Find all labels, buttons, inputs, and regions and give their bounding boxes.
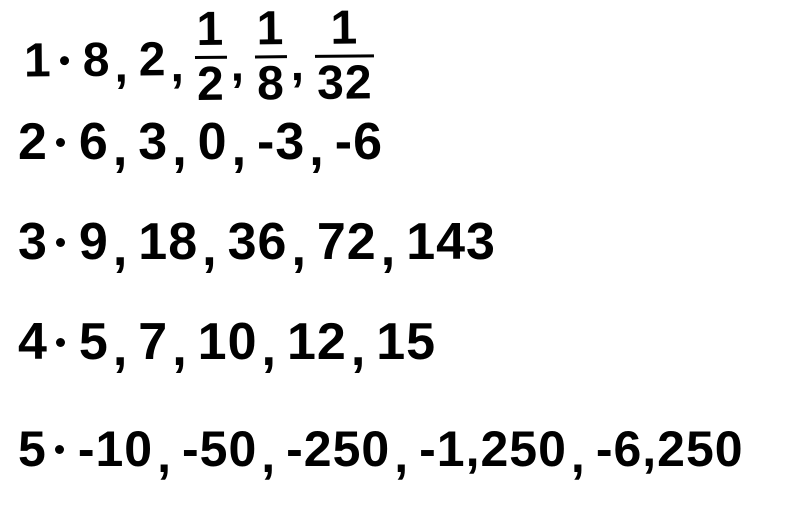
period-dot bbox=[55, 445, 64, 454]
problem-line-4: 4 5 , 7 , 10 , 12 , 15 bbox=[18, 312, 795, 372]
separator: , bbox=[114, 39, 129, 94]
separator: , bbox=[381, 218, 396, 278]
term: -3 bbox=[257, 112, 305, 172]
separator: , bbox=[290, 37, 305, 92]
fraction-numerator: 1 bbox=[328, 5, 360, 55]
term: 6 bbox=[79, 112, 109, 172]
period-dot bbox=[56, 138, 65, 147]
term: 36 bbox=[228, 212, 288, 272]
fraction-denominator: 8 bbox=[255, 58, 287, 108]
separator: , bbox=[309, 118, 324, 178]
separator: , bbox=[113, 318, 128, 378]
term: 10 bbox=[198, 312, 258, 372]
fraction-numerator: 1 bbox=[254, 5, 286, 55]
separator: , bbox=[170, 38, 185, 93]
separator: , bbox=[113, 218, 128, 278]
line-index: 5 bbox=[18, 420, 47, 478]
term: 72 bbox=[317, 212, 377, 272]
term: 1 32 bbox=[314, 6, 374, 110]
term: 18 bbox=[138, 212, 198, 272]
fraction: 1 32 bbox=[314, 4, 374, 108]
term: 8 bbox=[82, 33, 110, 88]
term: 9 bbox=[79, 212, 109, 272]
separator: , bbox=[261, 426, 276, 484]
sequence: -10 , -50 , -250 , -1,250 , -6,250 bbox=[78, 420, 744, 478]
line-index: 4 bbox=[18, 312, 48, 372]
fraction: 1 8 bbox=[254, 5, 287, 108]
separator: , bbox=[202, 218, 217, 278]
separator: , bbox=[113, 118, 128, 178]
term: 0 bbox=[198, 112, 228, 172]
term: 7 bbox=[138, 312, 168, 372]
term: -10 bbox=[78, 420, 153, 478]
line-index: 3 bbox=[18, 212, 48, 272]
fraction: 1 2 bbox=[194, 6, 227, 109]
term: 143 bbox=[406, 212, 496, 272]
term: -6 bbox=[335, 112, 383, 172]
term: 12 bbox=[287, 312, 347, 372]
term: 15 bbox=[376, 312, 436, 372]
problem-line-1: 1 8 , 2 , 1 2 , 1 8 , 1 32 bbox=[24, 3, 795, 113]
problem-line-2: 2 6 , 3 , 0 , -3 , -6 bbox=[18, 112, 795, 172]
sequence: 5 , 7 , 10 , 12 , 15 bbox=[79, 312, 436, 372]
separator: , bbox=[172, 118, 187, 178]
term: -50 bbox=[182, 420, 257, 478]
fraction-denominator: 32 bbox=[315, 57, 375, 108]
separator: , bbox=[172, 318, 187, 378]
period-dot bbox=[56, 238, 65, 247]
term: -6,250 bbox=[596, 420, 744, 478]
sequence: 6 , 3 , 0 , -3 , -6 bbox=[79, 112, 383, 172]
line-index: 2 bbox=[18, 112, 48, 172]
term: 1 8 bbox=[254, 7, 287, 110]
fraction-numerator: 1 bbox=[194, 6, 226, 56]
term: 2 bbox=[139, 32, 167, 87]
term: -250 bbox=[286, 420, 390, 478]
problem-line-5: 5 -10 , -50 , -250 , -1,250 , -6,250 bbox=[18, 420, 795, 478]
separator: , bbox=[571, 426, 586, 484]
separator: , bbox=[232, 118, 247, 178]
problem-line-3: 3 9 , 18 , 36 , 72 , 143 bbox=[18, 212, 795, 272]
separator: , bbox=[262, 318, 277, 378]
period-dot bbox=[60, 56, 69, 65]
separator: , bbox=[351, 318, 366, 378]
separator: , bbox=[230, 38, 245, 93]
term: 1 2 bbox=[194, 8, 227, 111]
line-index: 1 bbox=[24, 33, 52, 88]
term: 3 bbox=[138, 112, 168, 172]
term: 5 bbox=[79, 312, 109, 372]
separator: , bbox=[291, 218, 306, 278]
separator: , bbox=[394, 426, 409, 484]
period-dot bbox=[56, 338, 65, 347]
sequence: 9 , 18 , 36 , 72 , 143 bbox=[79, 212, 496, 272]
sequence: 8 , 2 , 1 2 , 1 8 , 1 32 bbox=[82, 6, 374, 112]
term: -1,250 bbox=[419, 420, 567, 478]
separator: , bbox=[157, 426, 172, 484]
fraction-denominator: 2 bbox=[195, 59, 227, 109]
